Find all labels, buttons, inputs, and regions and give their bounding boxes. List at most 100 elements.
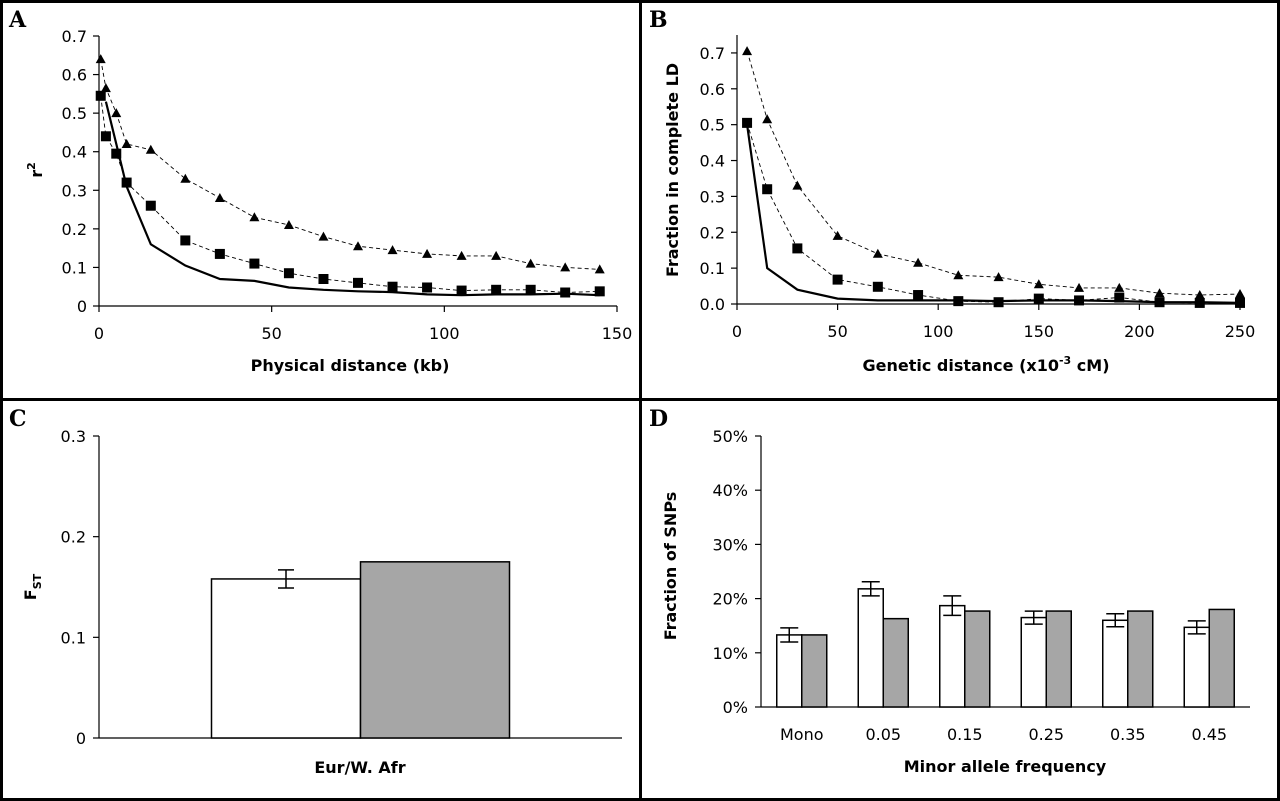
panel-c-x-axis-label: Eur/W. Afr [314, 758, 405, 777]
panel-d-letter: D [649, 406, 668, 432]
panel-d-ytick-label: 10% [712, 644, 748, 663]
panel-b-square-point [872, 281, 883, 292]
panel-b-square-point [832, 274, 843, 285]
panel-b-xtick-label: 100 [923, 322, 954, 341]
panel-b-square-point [1235, 297, 1245, 308]
panel-a-ytick-label: 0.6 [62, 66, 87, 85]
panel-b-series-none-line [746, 124, 1241, 304]
panel-c-ytick-label: 0.2 [61, 528, 86, 547]
panel-c-bar-chart: 0 0.1 0.2 0.3 FST Eur/W. Afr [21, 427, 622, 777]
panel-a-triangle-point [525, 258, 536, 268]
panel-a-triangle-point [214, 193, 225, 202]
panel-d-category-label: Mono [780, 725, 824, 744]
panel-d-bar [1127, 610, 1154, 708]
panel-d-bar [1102, 619, 1129, 708]
panel-a-series-square-line [100, 95, 600, 293]
panel-c-ytick-label: 0.1 [61, 628, 86, 647]
panel-b-triangle-point [1194, 290, 1205, 300]
panel-a-triangle-point [491, 250, 502, 260]
panel-b-triangle-point [1235, 288, 1245, 298]
panel-d-ytick-label: 30% [712, 535, 748, 554]
panel-d-bar [1045, 610, 1072, 708]
panel-b-series-square-line [746, 122, 1240, 304]
panel-b-xtick-label: 200 [1124, 322, 1155, 341]
panel-b-xtick-label: 250 [1225, 322, 1256, 341]
panel-a-series-triangle-line [100, 59, 600, 270]
panel-b-square-point [913, 290, 924, 301]
panel-c-ytick-label: 0 [76, 729, 86, 748]
panel-a-triangle-point [111, 108, 122, 118]
panel-d-bar [939, 604, 966, 708]
panel-d-category-label: 0.35 [1110, 725, 1146, 744]
panel-a-triangle-point [145, 144, 156, 154]
panel-a-triangle-point [318, 231, 329, 241]
panel-d-ytick-label: 50% [712, 427, 748, 446]
panel-a-triangle-point [594, 264, 605, 274]
panel-b-xtick-label: 0 [732, 322, 742, 341]
panel-b-ytick-label: 0.4 [700, 152, 725, 171]
panel-a-triangle-point [100, 83, 111, 93]
panel-a-square-point [456, 285, 467, 296]
panel-d-category-label: 0.15 [947, 725, 983, 744]
panel-a-y-axis-title: r2 [25, 162, 46, 178]
panel-a-square-point [387, 281, 398, 292]
panel-c-y-axis-title: FST [21, 573, 44, 600]
panel-b-triangle-point [1114, 282, 1125, 292]
panel-d-category-label: 0.45 [1191, 725, 1227, 744]
panel-b-letter: B [649, 7, 668, 33]
panel-a-x-axis-title: Physical distance (kb) [251, 356, 450, 375]
panel-a-square-point [249, 258, 260, 269]
panel-b-square-point [1033, 293, 1044, 304]
panel-a-xtick-label: 150 [602, 324, 633, 343]
panel-d-bar [801, 634, 828, 708]
panel-b-square-point [993, 297, 1004, 308]
panel-b-triangle-point [742, 46, 753, 56]
panel-d-bar [1020, 616, 1047, 708]
panel-a-ytick-label: 0.4 [62, 143, 87, 162]
panel-d-ytick-label: 0% [723, 698, 748, 717]
panel-a-letter: A [8, 7, 27, 33]
panel-a-square-point [283, 268, 294, 279]
panel-d-bar [1208, 608, 1235, 708]
panel-b-square-point [1114, 292, 1125, 303]
panel-b-triangle-point [1074, 282, 1085, 292]
panel-b-triangle-point [872, 248, 883, 258]
panel-a-xtick-label: 50 [261, 324, 281, 343]
panel-b-square-point [792, 243, 803, 254]
panel-d-x-axis-title: Minor allele frequency [904, 757, 1107, 776]
panel-c-ytick-label: 0.3 [61, 427, 86, 446]
panel-b-x-axis-title: Genetic distance (x10-3 cM) [862, 354, 1109, 375]
panel-a-square-point [594, 286, 605, 297]
panel-b-ytick-label: 0.1 [700, 259, 725, 278]
panel-c-letter: C [9, 406, 27, 432]
panel-b-square-point [742, 117, 753, 128]
panel-a-square-point [422, 282, 433, 293]
panel-b-ytick-label: 0.6 [700, 80, 725, 99]
panel-a-square-point [100, 131, 111, 142]
panel-b-triangle-point [953, 270, 964, 280]
panel-b-y-axis-title: Fraction in complete LD [663, 63, 682, 277]
panel-a-square-point [145, 200, 156, 211]
panel-a-square-point [111, 148, 122, 159]
panel-b-line-chart: 0.0 0.1 0.2 0.3 0.4 0.5 0.6 0.7 0 50 100 150 200 250… [663, 35, 1255, 375]
panel-c-bar [359, 561, 511, 739]
panel-d-bar-chart: 0% 10% 20% 30% 40% 50% Mono 0.05 0.15 0.25 0.35 0.… [661, 427, 1250, 776]
panel-d-category-label: 0.05 [865, 725, 901, 744]
panel-a-square-point [180, 235, 191, 246]
panel-b-triangle-point [1033, 279, 1044, 289]
panel-a-square-point [560, 287, 571, 298]
panel-a-ytick-label: 0.3 [62, 181, 87, 200]
panel-a-square-point [353, 277, 363, 288]
panel-a-square-point [318, 274, 329, 284]
panel-a-triangle-point [180, 173, 191, 183]
panel-b-ytick-label: 0.3 [700, 187, 725, 206]
panel-a-square-point [214, 248, 225, 259]
panel-a-triangle-point [387, 245, 398, 255]
panel-a-square-point [525, 284, 536, 295]
panel-b-ytick-label: 0.5 [700, 116, 725, 135]
panel-b-triangle-point [832, 230, 843, 240]
panel-a-series-none-line [104, 101, 600, 297]
panel-a-square-point [491, 284, 502, 295]
panel-b-triangle-point [792, 180, 803, 190]
